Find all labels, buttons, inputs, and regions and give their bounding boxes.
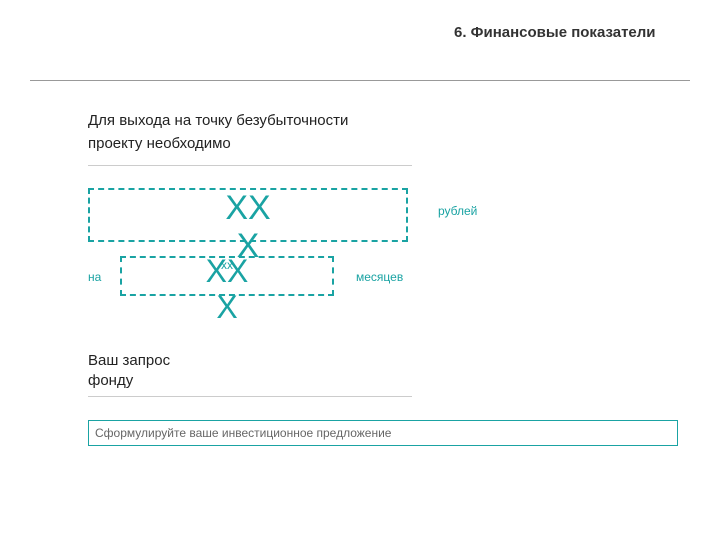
divider-main (30, 80, 690, 81)
duration-value-top: XX (120, 254, 334, 289)
intro-text: Для выхода на точку безубыточности проек… (88, 110, 448, 155)
request-label: Ваш запрос фонду (88, 351, 288, 390)
request-label-line-2: фонду (88, 371, 288, 391)
amount-unit: рублей (438, 204, 477, 218)
section-title: 6. Финансовые показатели (454, 24, 674, 43)
duration-prefix: на (88, 270, 101, 284)
divider-request (88, 396, 412, 397)
divider-thin-1 (88, 165, 412, 166)
investment-prompt-text: Сформулируйте ваше инвестиционное предло… (95, 426, 391, 440)
request-label-line-1: Ваш запрос (88, 351, 288, 371)
intro-line-1: Для выхода на точку безубыточности (88, 110, 448, 133)
intro-line-2: проекту необходимо (88, 133, 448, 156)
duration-value-bottom: X (120, 290, 334, 325)
slide: 6. Финансовые показатели Для выхода на т… (0, 0, 720, 540)
amount-value-top: XX (88, 190, 408, 227)
investment-prompt-box[interactable]: Сформулируйте ваше инвестиционное предло… (88, 420, 678, 446)
duration-unit: месяцев (356, 270, 403, 284)
